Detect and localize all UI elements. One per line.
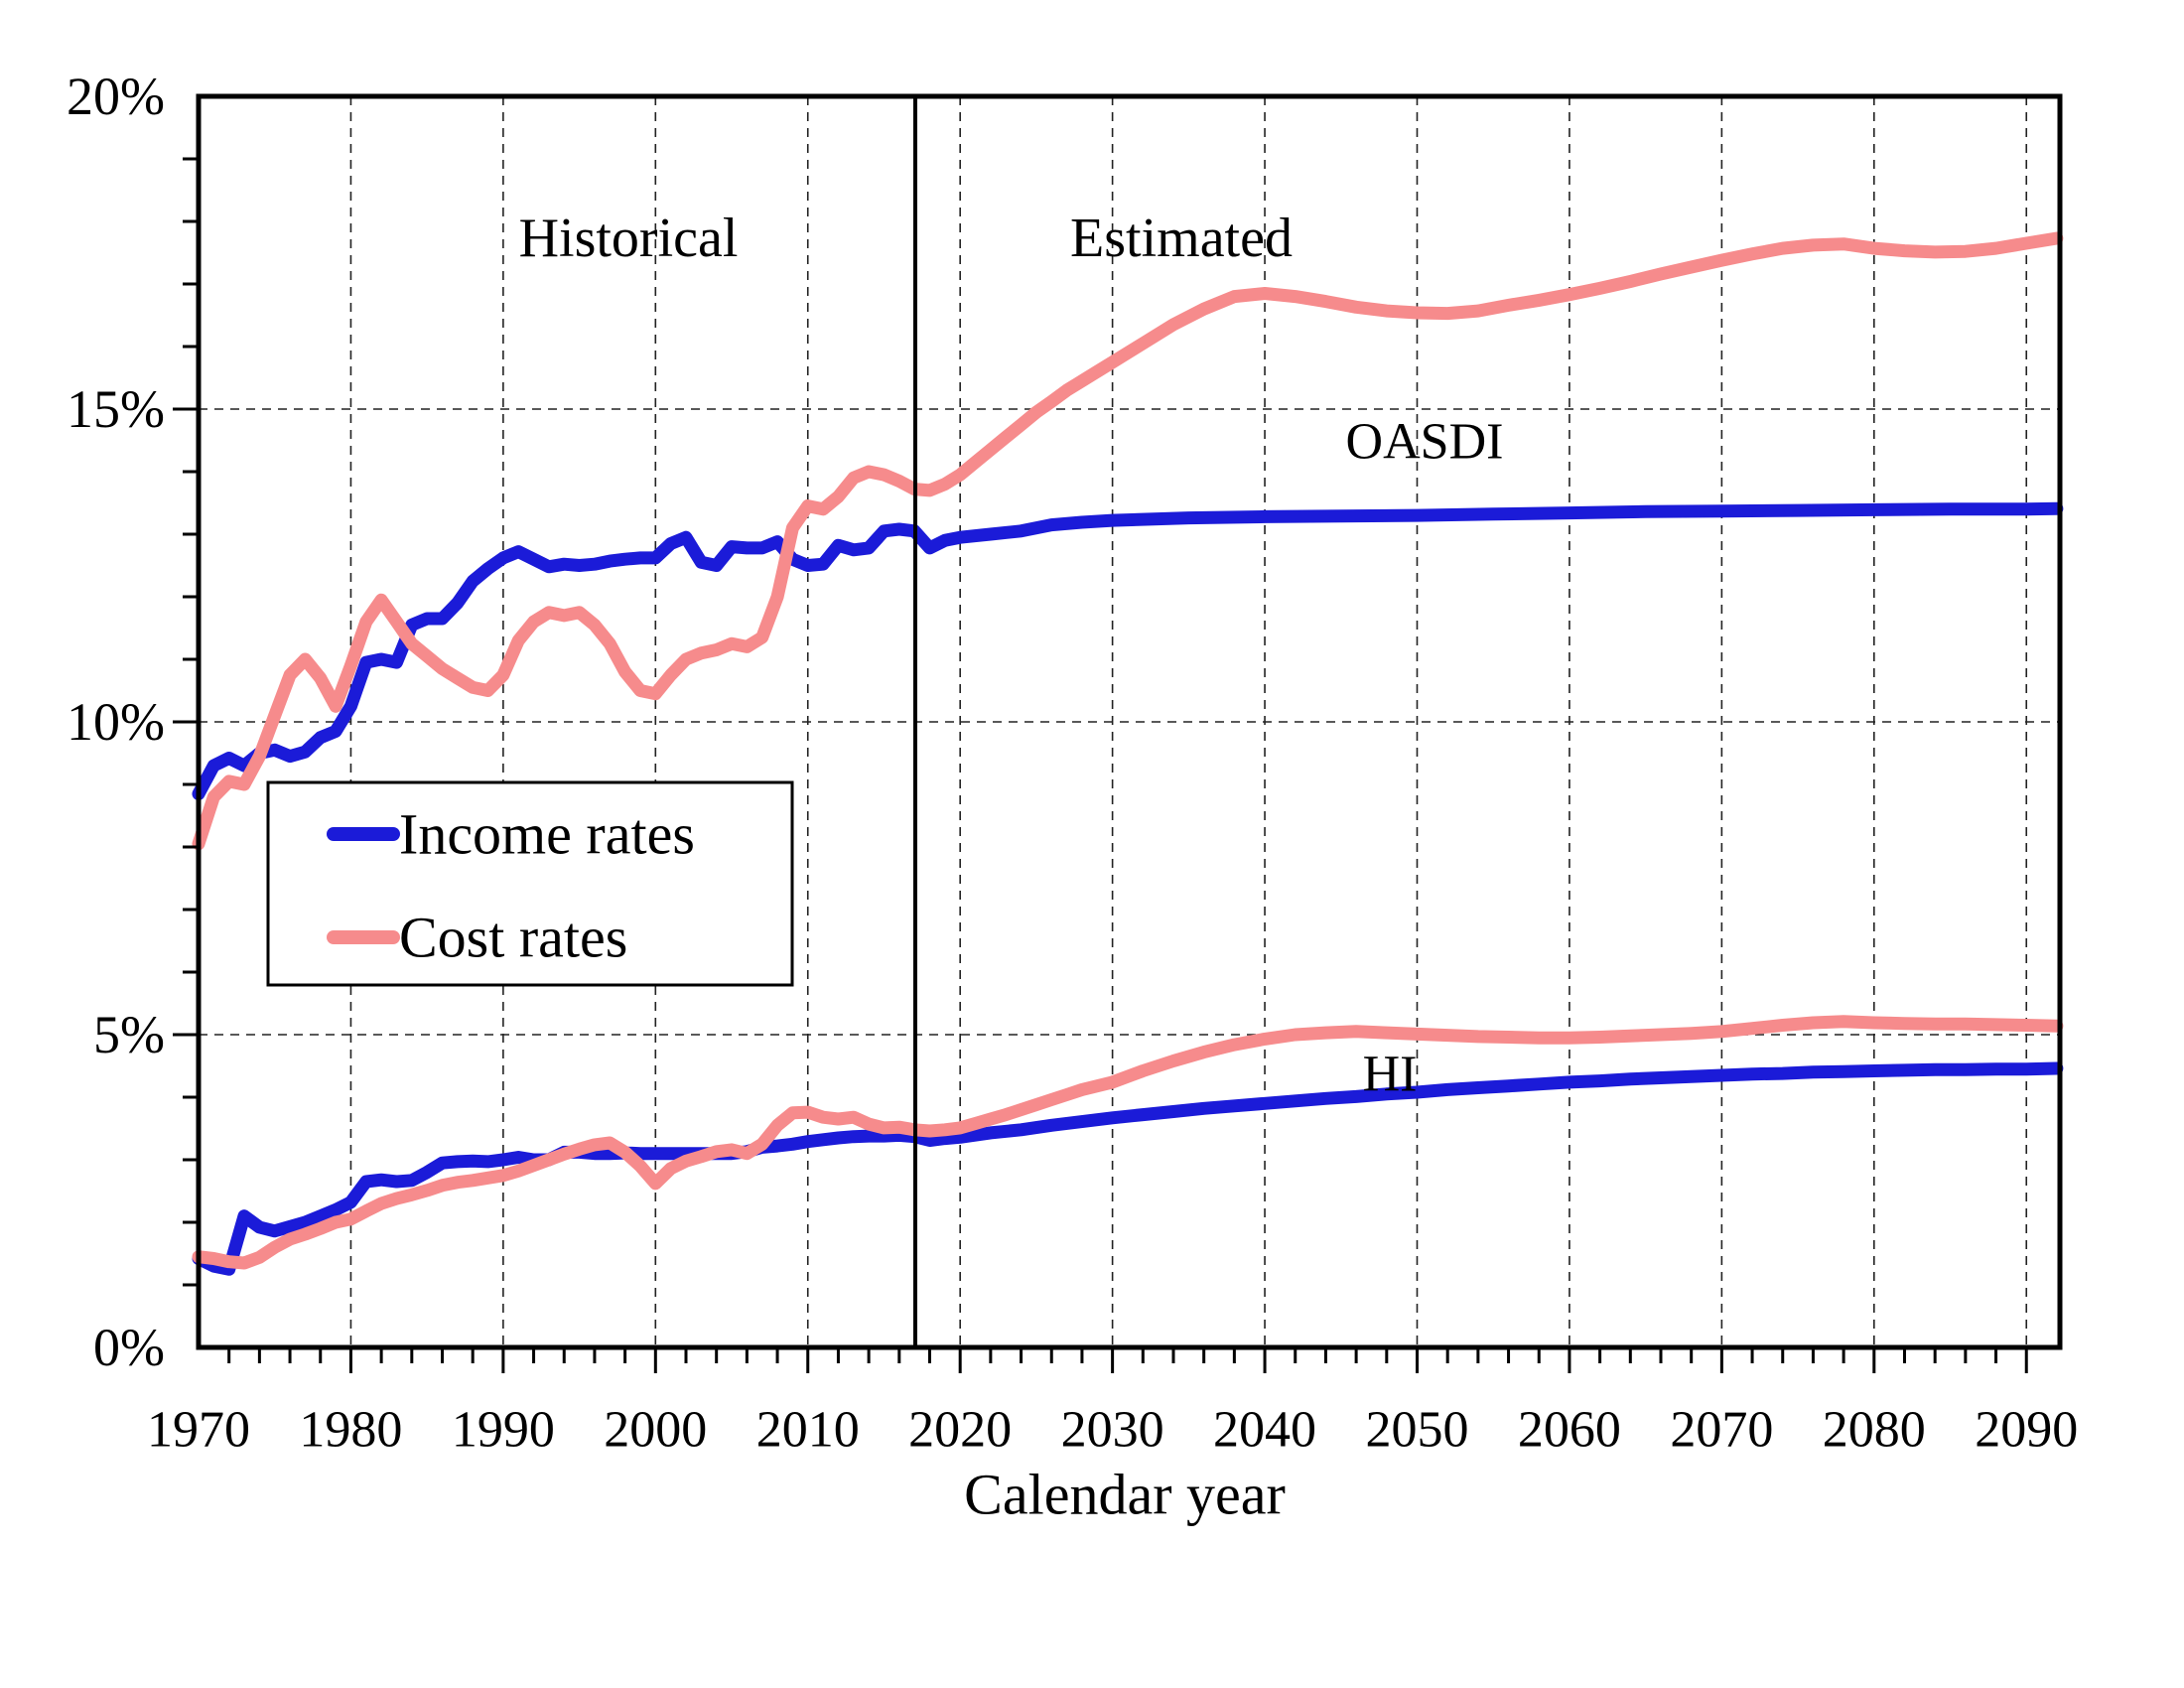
x-tick-label-2050: 2050: [1365, 1402, 1468, 1459]
series-paths: [192, 231, 2064, 1276]
legend-box: [266, 780, 794, 987]
axis-ticks: [173, 157, 2028, 1373]
x-tick-label-1990: 1990: [452, 1402, 555, 1459]
x-tick-label-2020: 2020: [908, 1402, 1012, 1459]
y-tick-label-0: 0%: [93, 1318, 165, 1377]
oasdi-cost-rate-line: [192, 231, 2064, 851]
gridlines: [199, 96, 2060, 1347]
hi-cost-rate-line: [192, 1015, 2064, 1270]
y-tick-label-10: 10%: [67, 692, 165, 752]
x-axis-title: Calendar year: [964, 1463, 1286, 1527]
x-tick-label-2070: 2070: [1670, 1402, 1773, 1459]
x-tick-label-2080: 2080: [1823, 1402, 1926, 1459]
legend-label-income-rates: Income rates: [399, 802, 695, 867]
x-tick-label-2010: 2010: [756, 1402, 860, 1459]
y-tick-label-15: 15%: [67, 379, 165, 439]
estimated-region-label: Estimated: [1070, 208, 1293, 269]
hi-series-label: HI: [1363, 1047, 1418, 1103]
x-tick-label-1970: 1970: [147, 1402, 250, 1459]
x-tick-label-2090: 2090: [1975, 1402, 2078, 1459]
hi-income-rate-line: [192, 1061, 2064, 1276]
x-tick-label-2040: 2040: [1213, 1402, 1316, 1459]
x-tick-label-1980: 1980: [299, 1402, 402, 1459]
x-axis-tick-labels: 1970 1980 1990 2000 2010 2020 2030 2040 2050 2060…: [147, 1402, 2078, 1459]
x-tick-label-2060: 2060: [1518, 1402, 1621, 1459]
y-tick-label-5: 5%: [93, 1005, 165, 1064]
legend: Income rates Cost rates: [266, 780, 794, 987]
oasdi-income-rate-line: [192, 501, 2064, 800]
y-tick-label-20: 20%: [67, 67, 165, 126]
oasdi-series-label: OASDI: [1346, 414, 1504, 471]
legend-label-cost-rates: Cost rates: [399, 906, 627, 970]
x-tick-label-2030: 2030: [1061, 1402, 1164, 1459]
y-axis-tick-labels: 0% 5% 10% 15% 20%: [67, 67, 165, 1377]
historical-region-label: Historical: [519, 208, 739, 269]
x-tick-label-2000: 2000: [604, 1402, 707, 1459]
